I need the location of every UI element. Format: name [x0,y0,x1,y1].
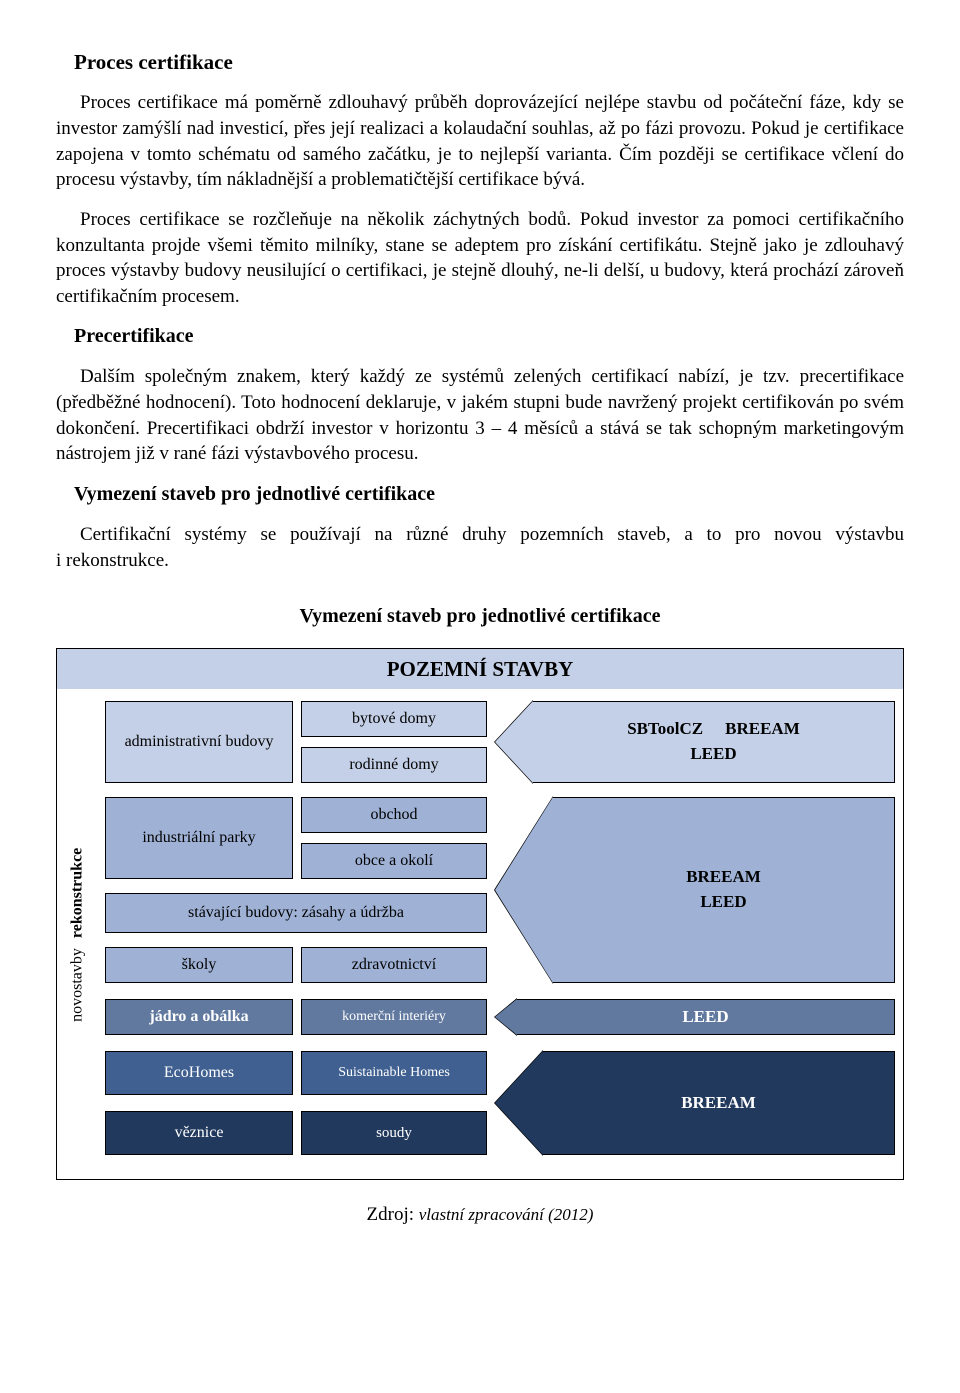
box-jadro: jádro a obálka [105,999,293,1035]
figure-title: Vymezení staveb pro jednotlivé certifika… [56,603,904,630]
side-label-rekonstrukce: rekonstrukce [66,847,88,937]
diagram-top-bar-label: POZEMNÍ STAVBY [387,655,574,683]
arrow-1: SBToolCZBREEAMLEED [495,701,895,783]
box-skoly: školy [105,947,293,983]
heading-proces-certifikace: Proces certifikace [74,48,904,76]
box-soudy: soudy [301,1111,487,1155]
figure-source-text: vlastní zpracování (2012) [419,1205,594,1224]
figure-source-label: Zdroj: [367,1204,415,1225]
box-obchod: obchod [301,797,487,833]
side-label-novostavby: novostavby [66,948,88,1022]
paragraph-4: Certifikační systémy se používají na růz… [56,522,904,573]
diagram-body: administrativní budovybytové domy rodinné… [97,693,899,1171]
heading-vymezeni: Vymezení staveb pro jednotlivé certifika… [74,481,904,508]
paragraph-2: Proces certifikace se rozčleňuje na něko… [56,207,904,310]
box-sustain: Suistainable Homes [301,1051,487,1095]
diagram-pozemni-stavby: POZEMNÍ STAVBY novostavby rekonstrukce a… [56,648,904,1180]
diagram-side-labels: novostavby rekonstrukce [57,689,97,1179]
box-rodinne: rodinné domy [301,747,487,783]
box-stavajici: stávající budovy: zásahy a údržba [105,893,487,933]
box-obce: obce a okolí [301,843,487,879]
box-indus: industriální parky [105,797,293,879]
box-bytove: bytové domy [301,701,487,737]
paragraph-1: Proces certifikace má poměrně zdlouhavý … [56,90,904,193]
arrow-2: BREEAMLEED [495,797,895,983]
arrow-4: BREEAM [495,1051,895,1155]
figure-source: Zdroj: vlastní zpracování (2012) [56,1202,904,1228]
box-admin: administrativní budovy [105,701,293,783]
box-veznice: věznice [105,1111,293,1155]
box-zdrav: zdravotnictví [301,947,487,983]
diagram-top-bar: POZEMNÍ STAVBY [57,649,903,689]
heading-precertifikace: Precertifikace [74,323,904,350]
arrow-3: LEED [495,999,895,1035]
box-ecohomes: EcoHomes [105,1051,293,1095]
paragraph-3: Dalším společným znakem, který každý ze … [56,364,904,467]
box-komint: komerční interiéry [301,999,487,1035]
